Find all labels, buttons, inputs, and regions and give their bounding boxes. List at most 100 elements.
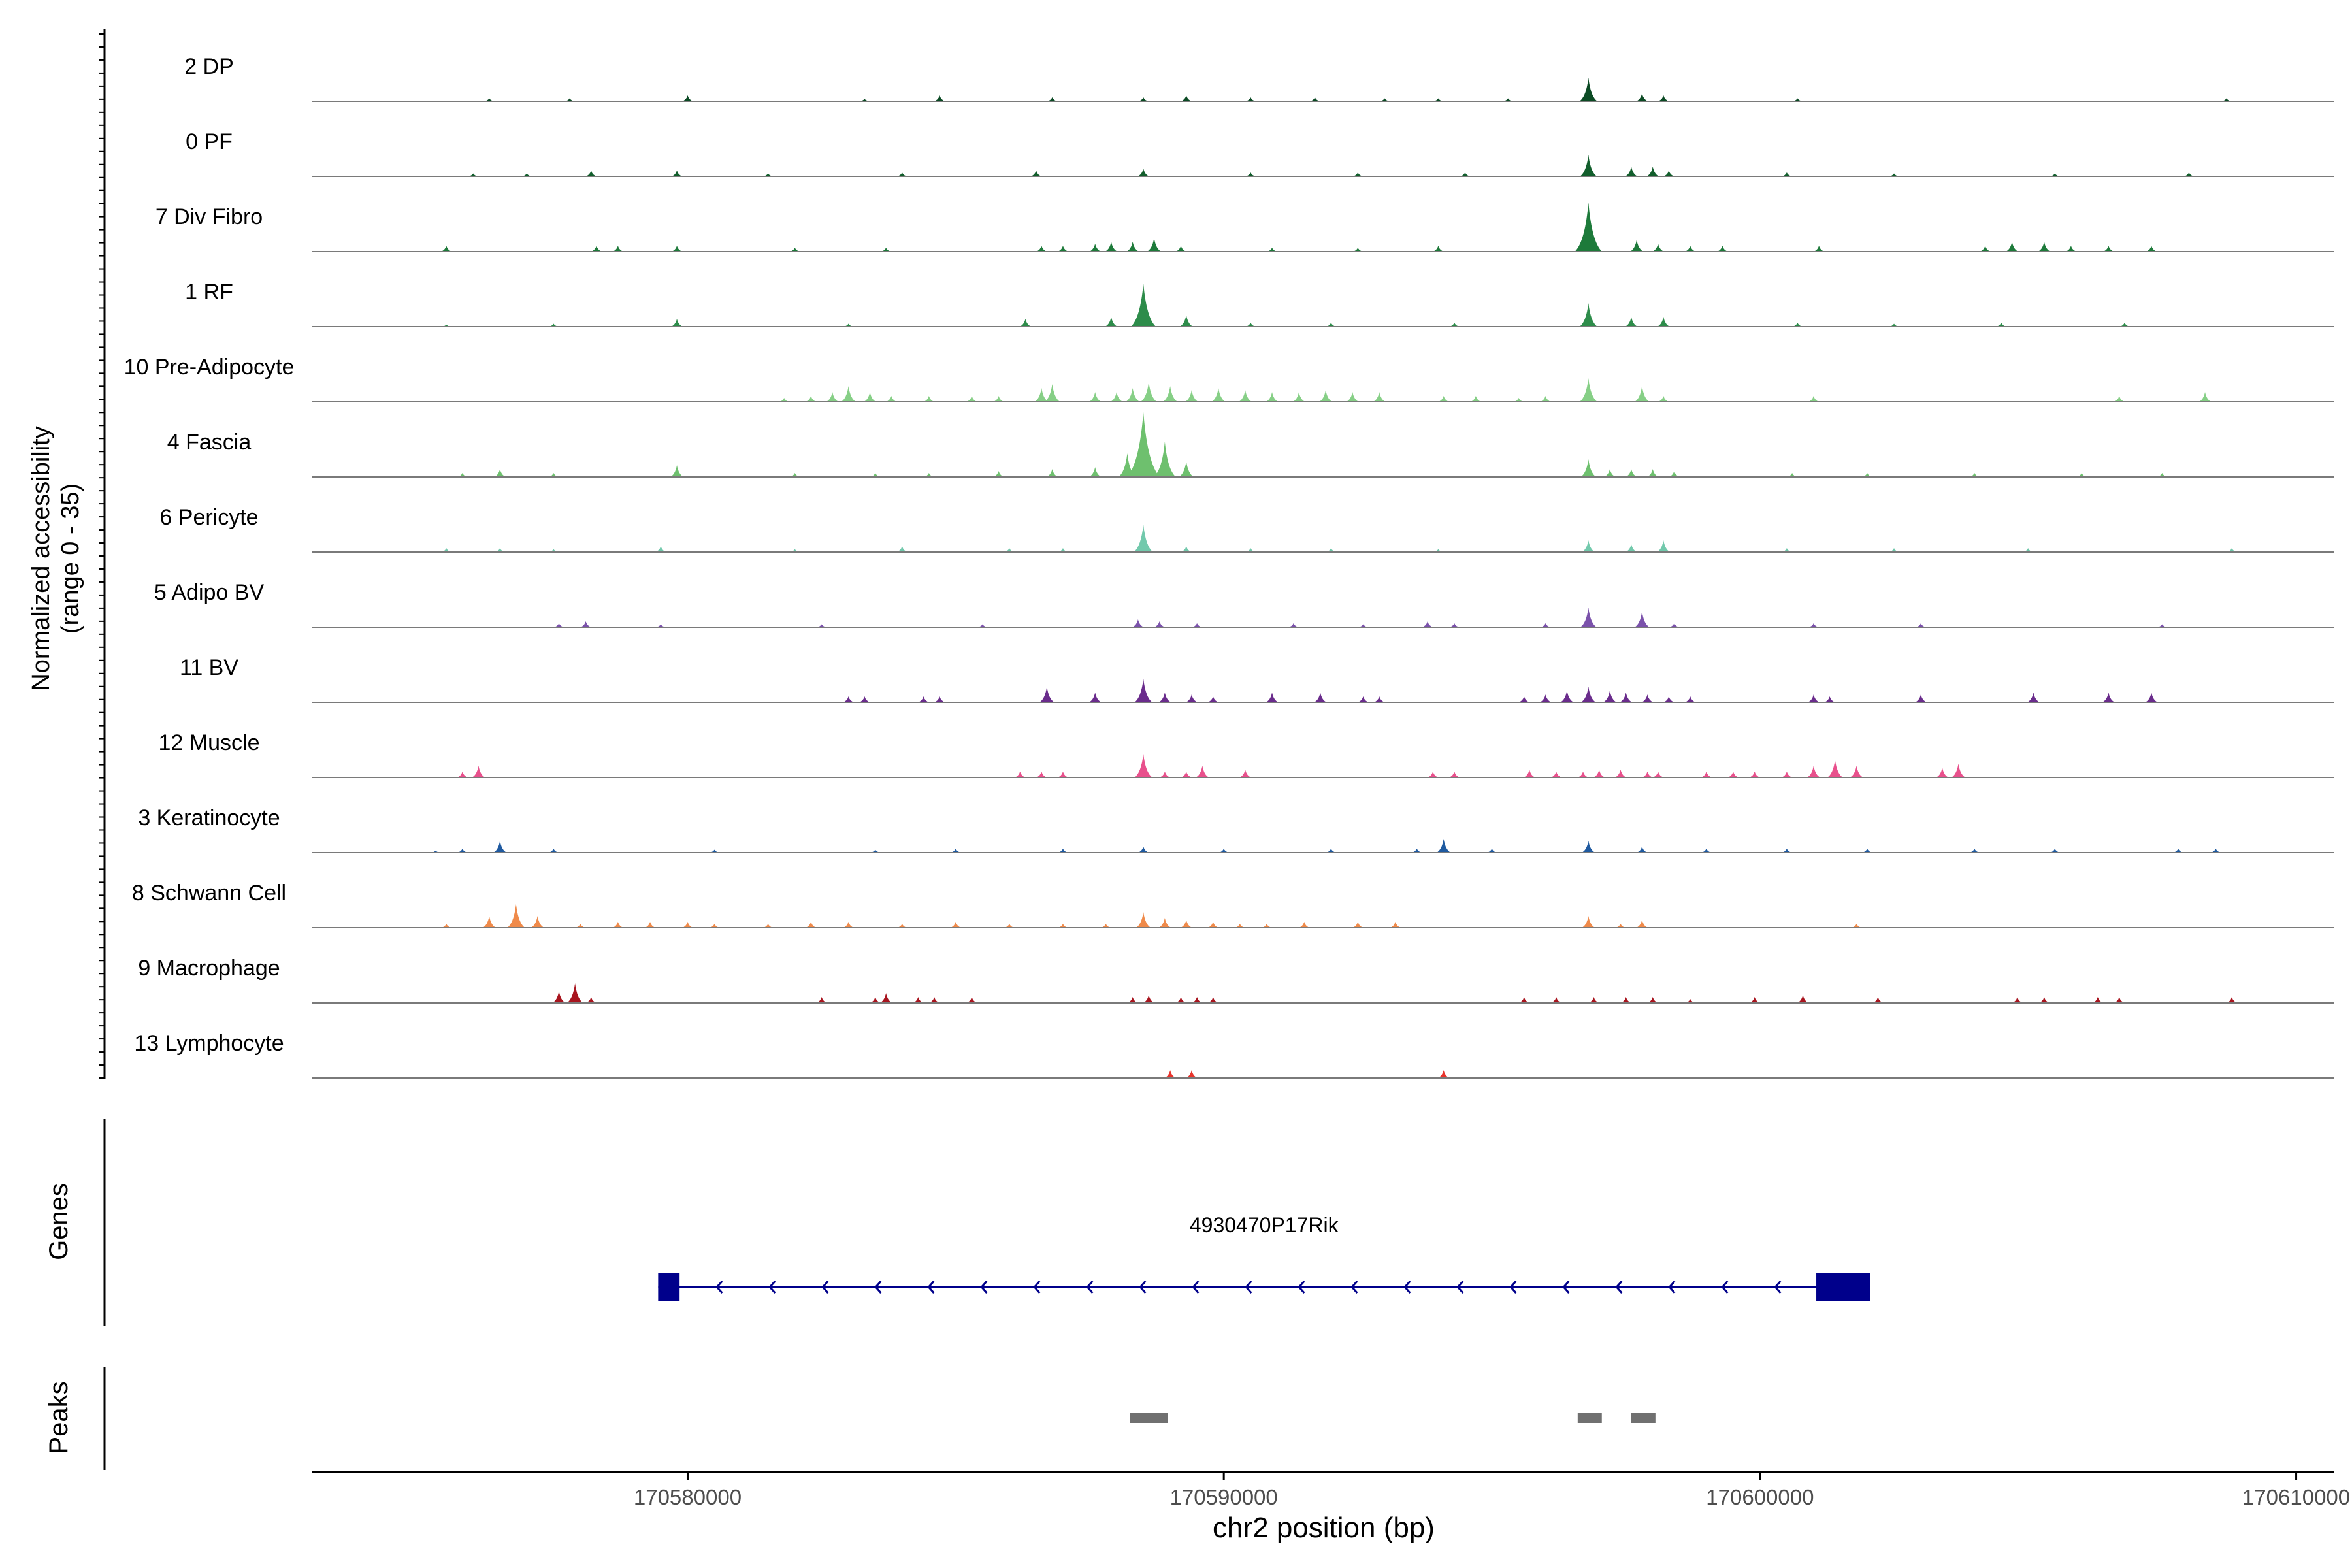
strand-arrow [1774, 1281, 1782, 1294]
coverage-peak [1652, 772, 1664, 777]
gene-exon [658, 1273, 680, 1301]
strand-arrow [1615, 1281, 1623, 1294]
coverage-peak [1088, 467, 1102, 477]
coverage-peak [553, 623, 564, 627]
coverage-peak [1539, 694, 1552, 702]
coverage-peak [1888, 548, 1900, 552]
track-label: 4 Fascia [167, 430, 252, 455]
coverage-peak [1641, 772, 1654, 777]
coverage-peak [1245, 172, 1256, 176]
track-label: 5 Adipo BV [154, 580, 265, 605]
coverage-peak [585, 997, 597, 1003]
coverage-peak [1288, 623, 1299, 627]
coverage-peak [1137, 97, 1149, 101]
coverage-peak [1657, 317, 1670, 327]
coverage-peak [709, 924, 720, 928]
coverage-peak [1057, 849, 1069, 853]
coverage-peak [917, 696, 930, 702]
coverage-peak [1266, 392, 1279, 402]
coverage-peak [1603, 469, 1616, 477]
coverage-peak [430, 851, 441, 853]
strand-arrow [1350, 1281, 1358, 1294]
coverage-peak [2114, 997, 2125, 1003]
strand-arrow [1139, 1281, 1147, 1294]
coverage-peak [441, 924, 452, 928]
track-label: 0 PF [186, 129, 233, 154]
coverage-peak [992, 396, 1005, 402]
coverage-peak [1379, 98, 1390, 101]
coverage-peak [1127, 997, 1139, 1003]
coverage-peak [1808, 623, 1820, 627]
track-5: 10 Pre-Adipocyte [124, 355, 2334, 402]
track-6: 4 Fascia [167, 412, 2334, 478]
coverage-peak [2172, 849, 2184, 853]
coverage-peak [1034, 388, 1049, 402]
coverage-peak [1309, 97, 1320, 101]
coverage-peak [709, 849, 720, 853]
genes-track-label: Genes [44, 1183, 73, 1260]
coverage-peak [1792, 98, 1803, 101]
peak-region [1130, 1413, 1168, 1423]
coverage-peak [1781, 548, 1792, 552]
coverage-peak [1100, 924, 1111, 928]
coverage-peak [655, 624, 666, 627]
strand-arrow [768, 1281, 776, 1294]
coverage-peak [1437, 1070, 1450, 1078]
track-8: 5 Adipo BV [154, 580, 2334, 628]
coverage-peak [1218, 849, 1230, 853]
coverage-peak [548, 849, 559, 853]
coverage-peak [1130, 284, 1156, 327]
coverage-peak [2157, 473, 2168, 477]
coverage-peak [1470, 396, 1482, 402]
coverage-peak [591, 246, 602, 252]
coverage-peak [1179, 315, 1194, 327]
coverage-peak [655, 546, 667, 552]
coverage-peak [1581, 841, 1595, 853]
coverage-peak [1143, 995, 1155, 1003]
coverage-peak [441, 325, 452, 327]
coverage-peak [1540, 623, 1551, 627]
coverage-peak [1749, 997, 1761, 1003]
coverage-peak [1046, 469, 1058, 477]
coverage-peak [1433, 98, 1444, 101]
coverage-peak [966, 997, 978, 1003]
coverage-peak [1358, 624, 1369, 627]
coverage-peak [1936, 768, 1949, 777]
coverage-peak [681, 922, 694, 928]
coverage-peak [1181, 95, 1192, 101]
track-1: 2 DP [184, 54, 2334, 102]
coverage-peak [1889, 173, 1900, 176]
coverage-peak [1207, 997, 1219, 1003]
coverage-peak [1889, 323, 1900, 327]
coverage-peak [2145, 693, 2158, 702]
coverage-peak [1518, 997, 1530, 1003]
coverage-peak [1137, 847, 1149, 853]
coverage-peak [859, 99, 870, 101]
strand-arrow [1033, 1281, 1041, 1294]
coverage-peak [1813, 246, 1825, 252]
x-tick-label: 170600000 [1706, 1485, 1814, 1509]
coverage-peak [896, 172, 907, 176]
coverage-peak [1969, 849, 1980, 853]
coverage-peak [1326, 323, 1337, 327]
coverage-peak [1806, 766, 1821, 777]
peak-track [1130, 1413, 1656, 1423]
coverage-peak [1180, 920, 1192, 928]
coverage-peak [472, 766, 485, 777]
coverage-peak [457, 772, 468, 777]
coverage-peak [2038, 242, 2051, 252]
coverage-peak [1162, 386, 1178, 402]
coverage-peak [1646, 167, 1659, 176]
coverage-peak [1749, 772, 1761, 777]
coverage-peak [1781, 849, 1792, 853]
coverage-peak [482, 916, 497, 928]
coverage-peak [1827, 760, 1843, 777]
coverage-peak [1326, 548, 1337, 552]
coverage-peak [1797, 995, 1809, 1003]
coverage-peak [1580, 608, 1597, 627]
coverage-peak [1448, 323, 1460, 327]
coverage-peak [1588, 997, 1600, 1003]
coverage-peak [1808, 396, 1820, 402]
coverage-peak [2023, 548, 2034, 552]
coverage-peak [1951, 764, 1966, 777]
